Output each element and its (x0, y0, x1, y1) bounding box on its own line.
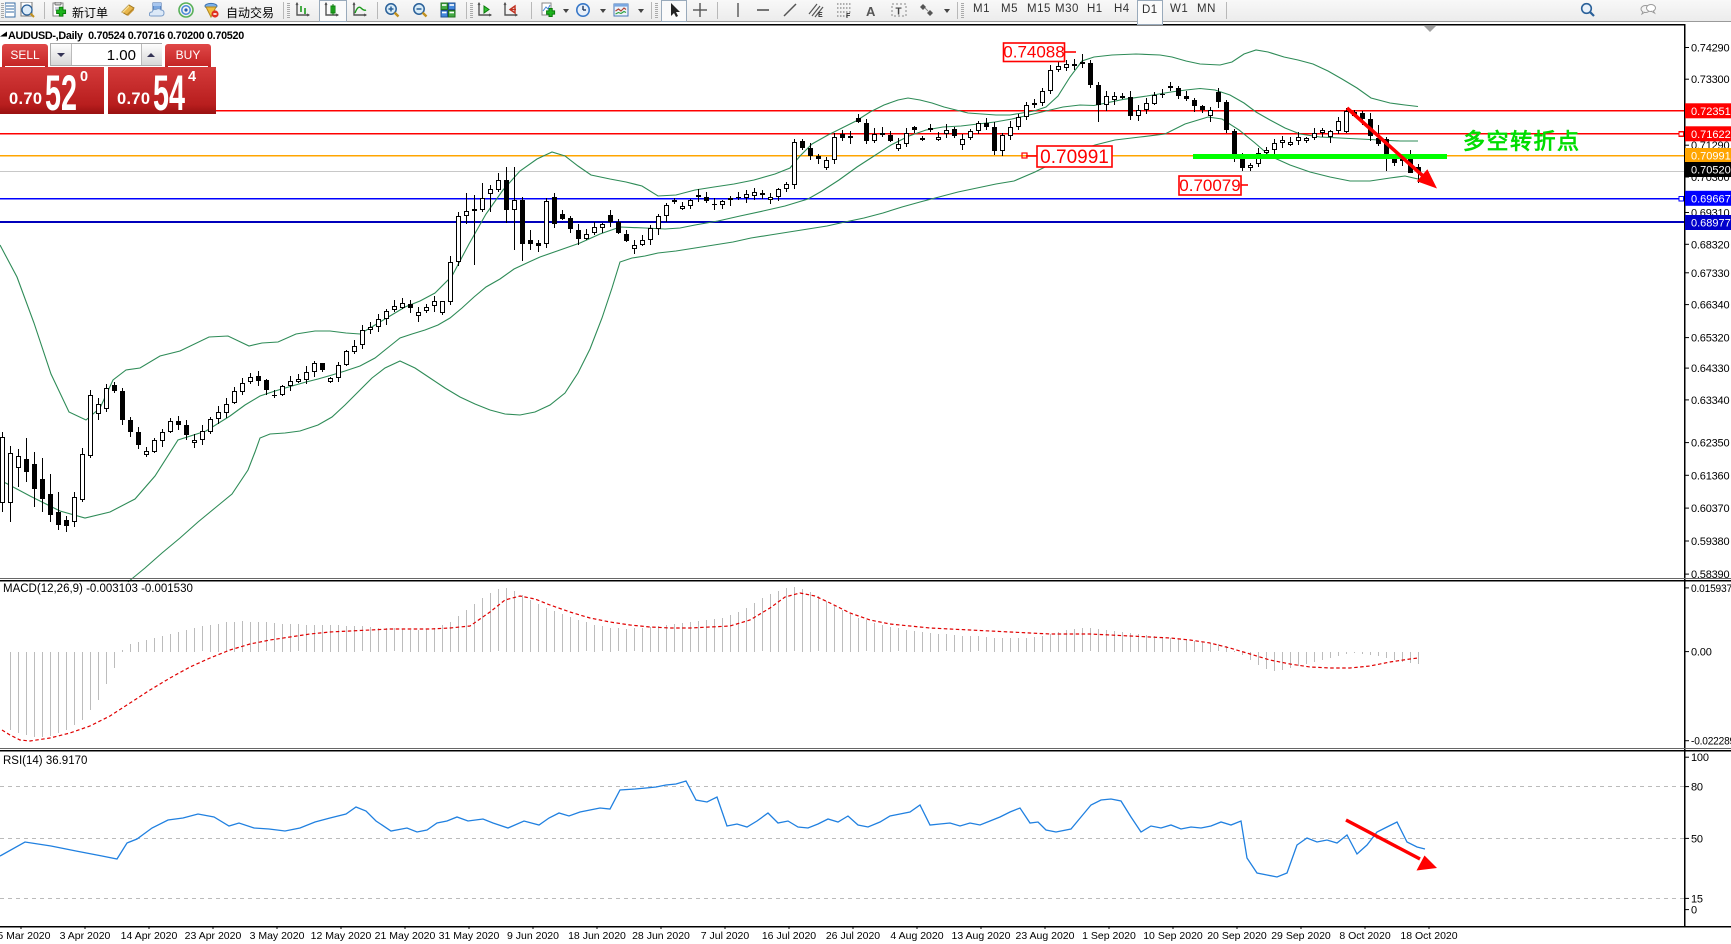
svg-text:14 Apr 2020: 14 Apr 2020 (121, 930, 178, 942)
svg-text:0.63340: 0.63340 (1691, 395, 1729, 407)
svg-text:0: 0 (1691, 905, 1697, 917)
svg-text:13 Aug 2020: 13 Aug 2020 (952, 930, 1011, 942)
svg-text:100: 100 (1691, 752, 1709, 764)
svg-text:0.74290: 0.74290 (1691, 43, 1729, 55)
svg-text:RSI(14) 36.9170: RSI(14) 36.9170 (3, 755, 87, 767)
svg-text:54: 54 (153, 67, 185, 114)
svg-text:0: 0 (80, 69, 88, 85)
svg-text:0.67330: 0.67330 (1691, 268, 1729, 280)
svg-text:16 Jul 2020: 16 Jul 2020 (762, 930, 816, 942)
svg-text:T: T (896, 7, 902, 18)
svg-text:4: 4 (188, 69, 196, 85)
svg-text:1 Sep 2020: 1 Sep 2020 (1082, 930, 1136, 942)
svg-text:0.00: 0.00 (1691, 647, 1712, 659)
svg-text:0.61360: 0.61360 (1691, 470, 1729, 482)
svg-text:0.68320: 0.68320 (1691, 239, 1729, 251)
svg-text:18 Jun 2020: 18 Jun 2020 (568, 930, 626, 942)
svg-text:20 Sep 2020: 20 Sep 2020 (1207, 930, 1267, 942)
svg-text:8 Oct 2020: 8 Oct 2020 (1339, 930, 1391, 942)
svg-text:50: 50 (1691, 833, 1703, 845)
svg-text:12 May 2020: 12 May 2020 (311, 930, 372, 942)
svg-text:0.62350: 0.62350 (1691, 438, 1729, 450)
svg-text:18 Oct 2020: 18 Oct 2020 (1400, 930, 1457, 942)
svg-text:多空转折点: 多空转折点 (1463, 129, 1579, 154)
svg-text:23 Apr 2020: 23 Apr 2020 (185, 930, 242, 942)
svg-text:MACD(12,26,9) -0.003103 -0.001: MACD(12,26,9) -0.003103 -0.001530 (3, 583, 193, 595)
svg-text:E: E (818, 12, 823, 18)
svg-text:0.72351: 0.72351 (1691, 106, 1731, 118)
svg-text:23 Aug 2020: 23 Aug 2020 (1016, 930, 1075, 942)
svg-text:52: 52 (45, 67, 77, 114)
svg-text:0.60370: 0.60370 (1691, 503, 1729, 515)
svg-text:0.58390: 0.58390 (1691, 569, 1729, 581)
svg-text:0.68977: 0.68977 (1691, 218, 1731, 230)
svg-text:0.71622: 0.71622 (1691, 129, 1731, 141)
svg-text:26 Jul 2020: 26 Jul 2020 (826, 930, 880, 942)
svg-text:0.65320: 0.65320 (1691, 333, 1729, 345)
svg-text:0.70991: 0.70991 (1040, 147, 1109, 168)
svg-text:80: 80 (1691, 782, 1703, 794)
svg-text:0.70: 0.70 (117, 90, 150, 108)
svg-text:-0.022289: -0.022289 (1691, 736, 1731, 748)
svg-text:9 Jun 2020: 9 Jun 2020 (507, 930, 559, 942)
svg-text:0.015937: 0.015937 (1691, 583, 1731, 595)
svg-text:0.70: 0.70 (9, 90, 42, 108)
svg-text:29 Sep 2020: 29 Sep 2020 (1271, 930, 1331, 942)
svg-text:0.70520: 0.70520 (1691, 165, 1731, 177)
svg-text:0.64330: 0.64330 (1691, 363, 1729, 375)
svg-text:0.69667: 0.69667 (1691, 193, 1731, 205)
svg-text:0.74088: 0.74088 (1003, 43, 1064, 62)
svg-text:F: F (846, 13, 851, 18)
svg-text:3 May 2020: 3 May 2020 (250, 930, 305, 942)
svg-text:25 Mar 2020: 25 Mar 2020 (0, 930, 51, 942)
svg-text:7 Jul 2020: 7 Jul 2020 (701, 930, 750, 942)
svg-text:28 Jun 2020: 28 Jun 2020 (632, 930, 690, 942)
svg-text:4 Aug 2020: 4 Aug 2020 (890, 930, 943, 942)
svg-text:31 May 2020: 31 May 2020 (439, 930, 500, 942)
svg-text:0.59380: 0.59380 (1691, 536, 1729, 548)
svg-text:0.70079: 0.70079 (1179, 176, 1240, 195)
svg-text:21 May 2020: 21 May 2020 (375, 930, 436, 942)
svg-text:15: 15 (1691, 893, 1703, 905)
svg-text:10 Sep 2020: 10 Sep 2020 (1143, 930, 1203, 942)
svg-text:0.66340: 0.66340 (1691, 300, 1729, 312)
svg-text:0.70991: 0.70991 (1691, 151, 1731, 163)
svg-text:0.73300: 0.73300 (1691, 74, 1729, 86)
svg-text:3 Apr 2020: 3 Apr 2020 (60, 930, 111, 942)
